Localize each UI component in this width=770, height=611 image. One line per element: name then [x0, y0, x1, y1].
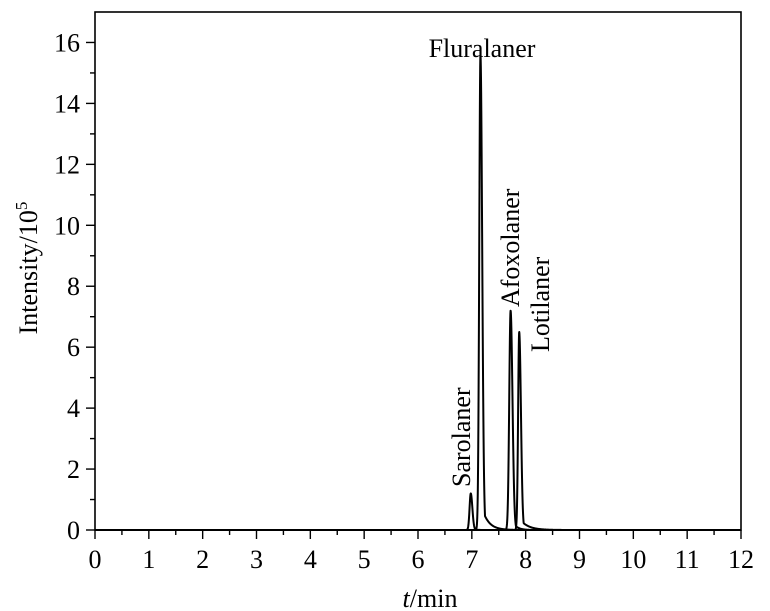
peak-label-lotilaner: Lotilaner [526, 256, 555, 352]
peak-label-fluralaner: Fluralaner [429, 34, 536, 63]
y-axis-ticks: 0 2 4 6 8 10 12 14 16 [54, 28, 95, 545]
y-tick-label: 0 [67, 516, 80, 545]
trace-fluralaner [94, 53, 742, 531]
axes [94, 11, 742, 531]
x-tick-label: 0 [89, 545, 102, 574]
x-tick-label: 2 [196, 545, 209, 574]
x-tick-label: 4 [304, 545, 317, 574]
trace-lotilaner [94, 331, 742, 531]
x-tick-label: 8 [519, 545, 532, 574]
y-axis-title-exponent: 5 [12, 202, 31, 211]
trace-afoxolaner [94, 309, 742, 531]
y-tick-label: 10 [54, 211, 80, 240]
x-tick-label: 12 [728, 545, 754, 574]
x-axis-ticks: 0 1 2 3 4 5 6 7 8 9 10 11 12 [89, 530, 754, 574]
x-tick-label: 1 [142, 545, 155, 574]
x-axis-title-unit: /min [410, 584, 458, 611]
y-tick-label: 8 [67, 272, 80, 301]
y-axis-title: Intensity/105 [12, 202, 43, 335]
traces [94, 53, 742, 531]
y-tick-label: 16 [54, 28, 80, 57]
x-axis-title: t/min [403, 584, 458, 611]
x-tick-label: 7 [465, 545, 478, 574]
x-tick-label: 6 [412, 545, 425, 574]
x-tick-label: 11 [675, 545, 700, 574]
y-axis-title-base: Intensity/10 [14, 210, 43, 334]
y-tick-label: 4 [67, 394, 80, 423]
peak-label-afoxolaner: Afoxolaner [496, 188, 525, 307]
x-tick-label: 3 [250, 545, 263, 574]
x-tick-label: 9 [573, 545, 586, 574]
trace-sarolaner [94, 492, 742, 531]
x-tick-label: 10 [620, 545, 646, 574]
y-tick-label: 2 [67, 455, 80, 484]
y-tick-label: 6 [67, 333, 80, 362]
x-axis-title-symbol: t [403, 584, 411, 611]
y-tick-label: 12 [54, 150, 80, 179]
peak-label-sarolaner: Sarolaner [447, 387, 476, 487]
y-tick-label: 14 [54, 89, 80, 118]
x-tick-label: 5 [358, 545, 371, 574]
peak-labels: Sarolaner Fluralaner Afoxolaner Lotilaner [429, 34, 555, 487]
plot-frame [94, 11, 742, 531]
